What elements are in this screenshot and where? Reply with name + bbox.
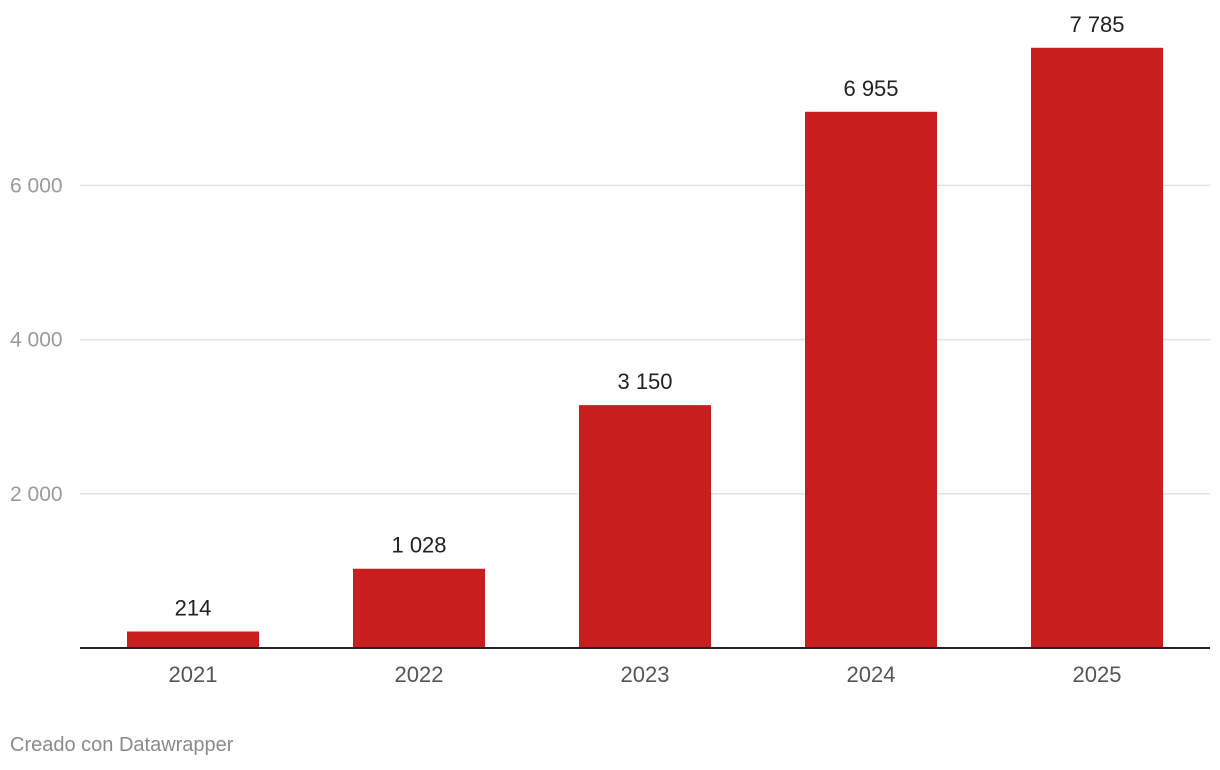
bars bbox=[127, 47, 1163, 649]
bar-value-label: 214 bbox=[175, 596, 212, 621]
y-tick-label: 6 000 bbox=[10, 174, 63, 197]
bar-value-label: 7 785 bbox=[1069, 12, 1124, 37]
bar-value-labels: 214 1 028 3 150 6 955 7 785 bbox=[175, 12, 1125, 621]
x-tick-label: 2024 bbox=[847, 662, 896, 687]
bar-value-label: 1 028 bbox=[391, 533, 446, 558]
x-tick-label: 2022 bbox=[395, 662, 444, 687]
bar-value-label: 3 150 bbox=[617, 369, 672, 394]
x-tick-label: 2023 bbox=[621, 662, 670, 687]
bar bbox=[579, 405, 711, 648]
bar bbox=[1031, 47, 1163, 649]
bar bbox=[127, 631, 259, 648]
footer-credit: Creado con Datawrapper bbox=[10, 734, 234, 756]
bar bbox=[353, 568, 485, 648]
y-tick-label: 4 000 bbox=[10, 329, 63, 352]
y-tick-label: 2 000 bbox=[10, 483, 63, 506]
bar-value-label: 6 955 bbox=[843, 76, 898, 101]
x-tick-label: 2025 bbox=[1073, 662, 1122, 687]
x-axis-category-labels: 2021 2022 2023 2024 2025 bbox=[169, 662, 1122, 687]
x-tick-label: 2021 bbox=[169, 662, 218, 687]
y-axis-tick-labels: 2 000 4 000 6 000 bbox=[10, 174, 63, 505]
bar bbox=[805, 111, 937, 648]
